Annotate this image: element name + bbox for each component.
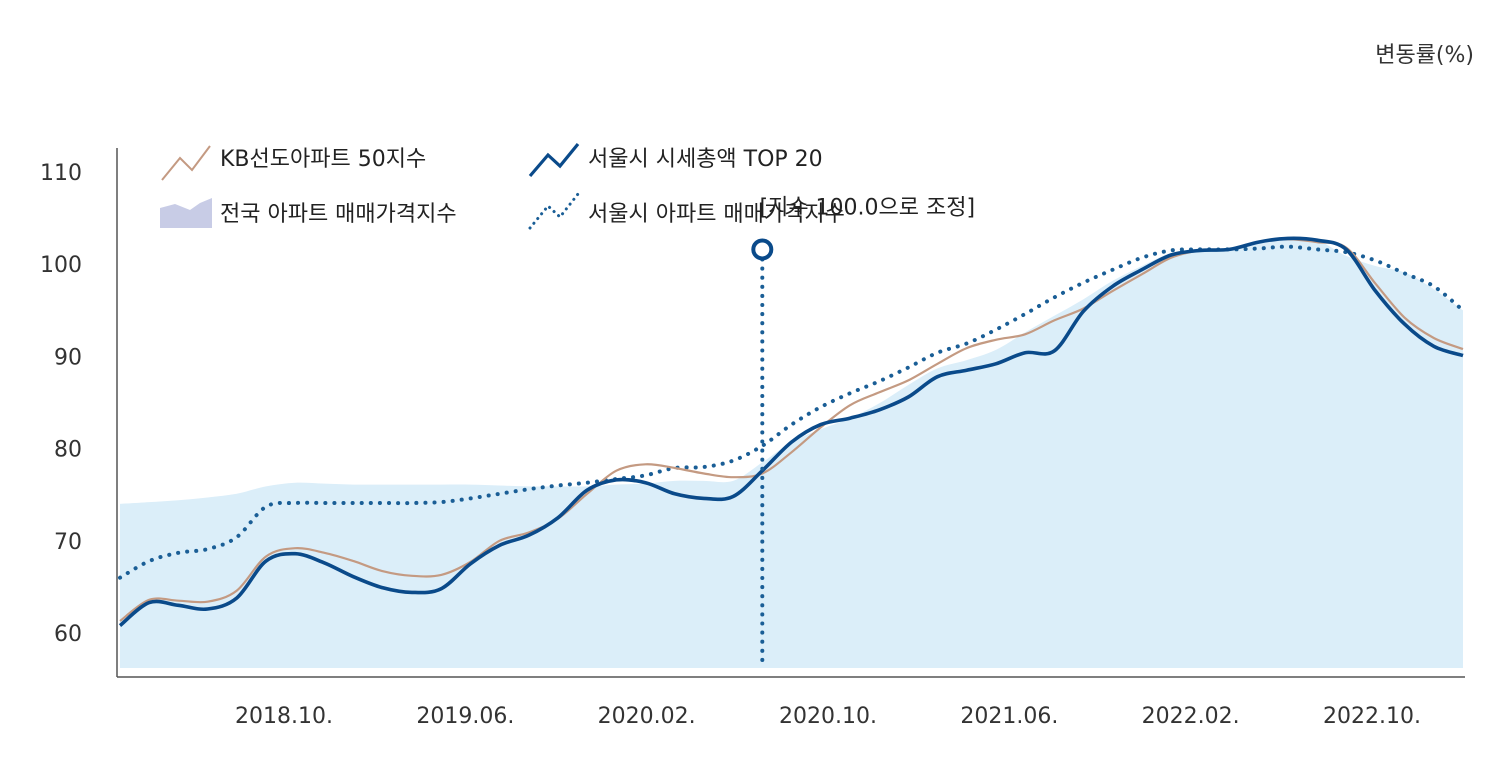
legend-swatch-seoul-apt [528, 192, 580, 230]
legend-swatch-national [160, 198, 212, 228]
legend-item-top20: 서울시 시세총액 TOP 20 [528, 142, 823, 178]
x-tick-label: 2022.02. [1142, 704, 1240, 729]
y-unit-label: 변동률(%) [1375, 43, 1474, 68]
y-tick-label: 60 [54, 622, 82, 647]
legend-item-national: 전국 아파트 매매가격지수 [160, 198, 457, 228]
y-tick-label: 110 [40, 161, 82, 186]
legend-item-seoul-apt: 서울시 아파트 매매가격지수 [528, 192, 845, 230]
x-tick-label: 2020.10. [779, 704, 877, 729]
legend-label-national: 전국 아파트 매매가격지수 [220, 202, 457, 227]
x-tick-label: 2021.06. [960, 704, 1058, 729]
legend-swatch-kb50 [161, 145, 211, 181]
x-tick-label: 2019.06. [416, 704, 514, 729]
x-tick-labels: 2018.10. 2019.06. 2020.02. 2020.10. 2021.06.… [235, 704, 1421, 729]
legend-label-top20: 서울시 시세총액 TOP 20 [588, 147, 823, 172]
y-tick-label: 100 [40, 253, 82, 278]
seoul-top20-line [118, 236, 1464, 628]
annotation-label: [지수 100.0으로 조정] [760, 195, 976, 220]
legend-label-kb50: KB선도아파트 50지수 [220, 147, 426, 172]
x-tick-label: 2022.10. [1323, 704, 1421, 729]
y-tick-label: 90 [54, 345, 82, 370]
y-tick-label: 70 [54, 530, 82, 555]
legend-swatch-top20 [528, 142, 580, 178]
legend-label-seoul-apt: 서울시 아파트 매매가격지수 [588, 202, 845, 227]
x-tick-label: 2020.02. [598, 704, 696, 729]
x-tick-label: 2018.10. [235, 704, 333, 729]
y-tick-labels: 60 70 80 90 100 110 [40, 161, 82, 647]
y-tick-label: 80 [54, 438, 82, 463]
legend-item-kb50: KB선도아파트 50지수 [161, 145, 426, 181]
legend: KB선도아파트 50지수 서울시 시세총액 TOP 20 전국 아파트 매매가격… [160, 142, 845, 230]
annotation-marker [751, 238, 774, 261]
